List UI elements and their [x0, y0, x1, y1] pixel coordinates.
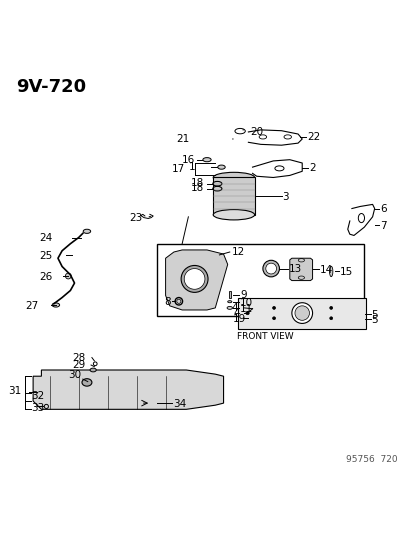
Ellipse shape [90, 368, 96, 372]
Text: 10: 10 [240, 297, 253, 308]
Text: 33: 33 [31, 402, 44, 413]
Text: 26: 26 [39, 272, 52, 282]
Text: 19: 19 [233, 313, 246, 324]
Text: 18: 18 [190, 183, 203, 193]
Text: 12: 12 [231, 247, 244, 257]
Ellipse shape [262, 260, 279, 277]
Text: FRONT VIEW: FRONT VIEW [236, 332, 292, 341]
Text: 7: 7 [379, 221, 386, 231]
Ellipse shape [294, 306, 309, 320]
Ellipse shape [202, 158, 211, 161]
Ellipse shape [329, 266, 332, 277]
Text: 4: 4 [231, 303, 238, 313]
Text: 95756  720: 95756 720 [345, 455, 396, 464]
Polygon shape [165, 250, 227, 310]
Ellipse shape [82, 378, 92, 386]
Polygon shape [289, 258, 312, 280]
Ellipse shape [83, 229, 90, 233]
Ellipse shape [226, 306, 232, 309]
Text: 13: 13 [288, 264, 301, 274]
Text: 20: 20 [250, 127, 263, 137]
Ellipse shape [213, 172, 254, 183]
Text: 29: 29 [72, 360, 85, 370]
Ellipse shape [227, 301, 231, 303]
Ellipse shape [180, 265, 207, 293]
Ellipse shape [272, 317, 275, 320]
Ellipse shape [291, 303, 312, 324]
Text: 31: 31 [8, 386, 21, 395]
Text: 9V-720: 9V-720 [17, 78, 86, 96]
Text: 30: 30 [68, 370, 81, 380]
Text: 6: 6 [379, 204, 386, 214]
Text: 28: 28 [72, 353, 85, 364]
Text: 8: 8 [164, 297, 171, 307]
Text: 14: 14 [319, 265, 332, 275]
Polygon shape [237, 297, 366, 329]
Text: 2: 2 [309, 163, 316, 173]
Ellipse shape [272, 306, 275, 309]
Text: 5: 5 [370, 310, 377, 320]
Text: 34: 34 [173, 399, 186, 409]
Text: 1: 1 [188, 162, 195, 172]
Text: 25: 25 [39, 251, 52, 261]
Bar [213, 177, 254, 215]
Text: 9: 9 [240, 290, 246, 301]
Text: 3: 3 [282, 192, 288, 202]
Ellipse shape [213, 209, 254, 220]
Text: 27: 27 [25, 301, 38, 311]
Ellipse shape [265, 263, 276, 274]
Ellipse shape [329, 317, 332, 320]
Text: 5: 5 [370, 316, 377, 325]
Text: 23: 23 [129, 213, 142, 223]
Text: 24: 24 [39, 233, 52, 244]
Bar [228, 291, 231, 298]
Text: 32: 32 [31, 391, 44, 401]
Circle shape [65, 273, 71, 279]
Ellipse shape [52, 303, 59, 307]
Ellipse shape [329, 306, 332, 309]
Text: 16: 16 [182, 155, 195, 165]
Ellipse shape [217, 165, 225, 169]
Text: 21: 21 [176, 134, 189, 144]
Bar [157, 244, 363, 316]
Text: 18: 18 [190, 178, 203, 188]
Ellipse shape [184, 269, 204, 289]
Text: 17: 17 [171, 164, 185, 174]
Text: 4: 4 [233, 308, 240, 318]
Text: 11: 11 [240, 304, 253, 314]
Text: 22: 22 [306, 132, 320, 142]
Ellipse shape [245, 311, 249, 314]
Polygon shape [33, 370, 223, 409]
Text: 15: 15 [339, 267, 353, 277]
